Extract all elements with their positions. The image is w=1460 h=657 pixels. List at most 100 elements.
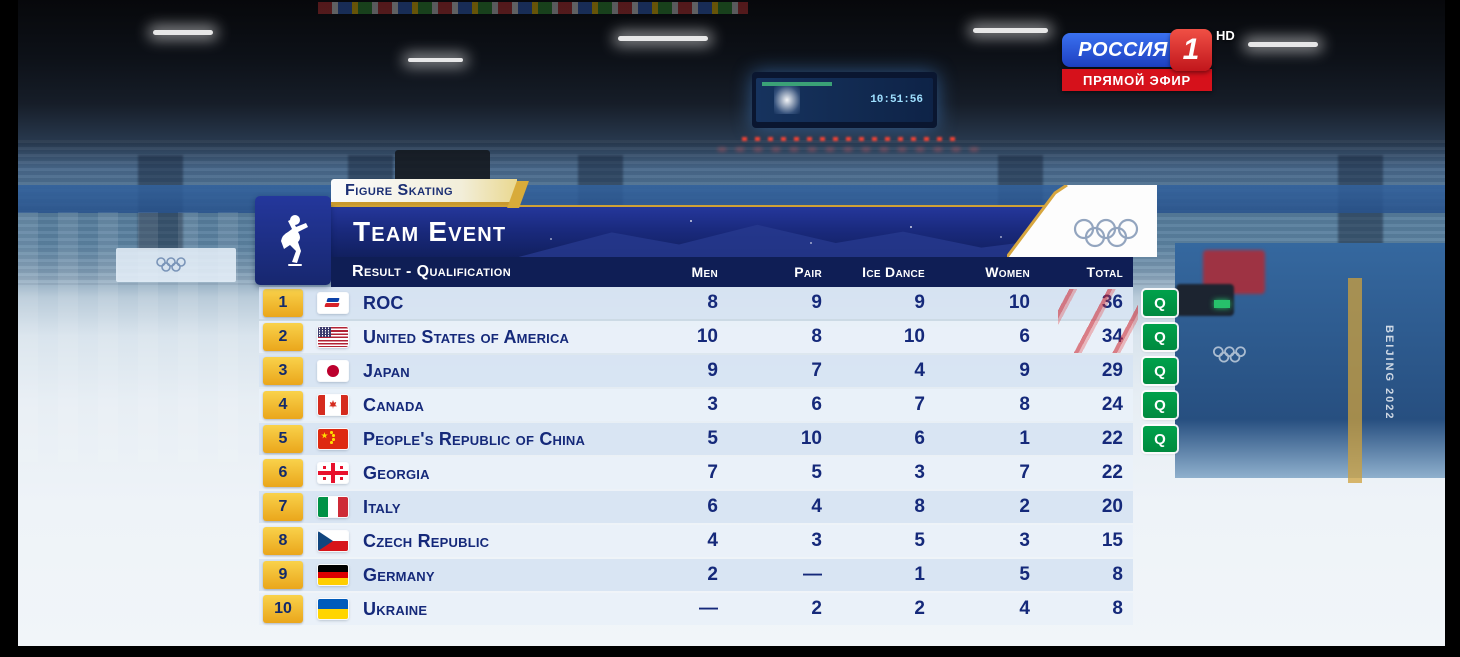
- score-women: 5: [1019, 564, 1030, 585]
- flag-usa-icon: [311, 327, 355, 347]
- score-total: 22: [1101, 428, 1123, 449]
- exit-sign: [1214, 300, 1230, 308]
- live-badge: ПРЯМОЙ ЭФИР: [1062, 69, 1212, 91]
- left-boards-panel: [116, 248, 236, 282]
- column-ice-dance: Ice Dance: [862, 264, 925, 280]
- letterbox-left: [0, 0, 18, 657]
- rank-badge: 5: [263, 425, 303, 453]
- table-row: 1 ROC 8 9 9 10 36 Q: [259, 287, 1177, 319]
- country-name: Italy: [363, 496, 401, 517]
- score-men: 2: [707, 564, 718, 585]
- flag-china-icon: [311, 429, 355, 449]
- qualified-badge: Q: [1143, 392, 1177, 418]
- rank-badge: 10: [263, 595, 303, 623]
- ceiling-light: [973, 28, 1048, 33]
- score-total: 36: [1101, 292, 1123, 313]
- country-name: Ukraine: [363, 598, 428, 619]
- score-ice-dance: 9: [914, 292, 925, 313]
- score-ice-dance: 3: [914, 462, 925, 483]
- rank-badge: 1: [263, 289, 303, 317]
- flag-germany-icon: [311, 565, 355, 585]
- olympic-rings-icon: [1210, 345, 1260, 370]
- country-name: Japan: [363, 360, 410, 381]
- flag-italy-icon: [311, 497, 355, 517]
- flag-ukraine-icon: [311, 599, 355, 619]
- arena-branding-text: BEIJING 2022: [1383, 325, 1395, 421]
- live-badge-label: ПРЯМОЙ ЭФИР: [1083, 72, 1191, 88]
- qualified-badge: Q: [1143, 358, 1177, 384]
- arena-video: 10:51:56 BE: [18, 0, 1445, 646]
- score-men: 3: [707, 394, 718, 415]
- country-name: United States of America: [363, 326, 570, 347]
- rank-badge: 8: [263, 527, 303, 555]
- score-women: 6: [1019, 326, 1030, 347]
- gold-pillar: [1348, 278, 1362, 483]
- score-men: 8: [707, 292, 718, 313]
- score-pair: 6: [811, 394, 822, 415]
- rank-badge: 2: [263, 323, 303, 351]
- letterbox-right: [1445, 0, 1460, 657]
- rank-badge: 3: [263, 357, 303, 385]
- score-ice-dance: 6: [914, 428, 925, 449]
- flag-czech-republic-icon: [311, 531, 355, 551]
- score-pair: 9: [811, 292, 822, 313]
- rank-badge: 4: [263, 391, 303, 419]
- score-men: —: [699, 598, 718, 619]
- score-ice-dance: 5: [914, 530, 925, 551]
- score-pair: 7: [811, 360, 822, 381]
- mountain-rings-graphic: [1005, 183, 1157, 258]
- ceiling-light: [408, 58, 463, 62]
- rank-badge: 9: [263, 561, 303, 589]
- ceiling-light: [153, 30, 213, 35]
- scoreboard-skater-image: [774, 86, 800, 114]
- hd-badge: HD: [1216, 28, 1235, 43]
- score-total: 34: [1101, 326, 1123, 347]
- score-women: 2: [1019, 496, 1030, 517]
- result-subtitle: Result - Qualification: [352, 263, 512, 280]
- column-women: Women: [985, 264, 1030, 280]
- score-ice-dance: 10: [903, 326, 925, 347]
- table-row: 8 Czech Republic 4 3 5 3 15: [259, 525, 1133, 557]
- score-women: 3: [1019, 530, 1030, 551]
- table-row: 3 Japan 9 7 4 9 29 Q: [259, 355, 1177, 387]
- score-pair: 4: [811, 496, 822, 517]
- flag-canada-icon: [311, 395, 355, 415]
- country-name: People's Republic of China: [363, 428, 586, 449]
- channel-logo: РОССИЯ: [1062, 33, 1184, 67]
- sport-label: Figure Skating: [345, 181, 454, 199]
- score-pair: 8: [811, 326, 822, 347]
- score-men: 9: [707, 360, 718, 381]
- country-name: Germany: [363, 564, 435, 585]
- channel-number: 1: [1182, 33, 1200, 66]
- qualified-badge: Q: [1143, 324, 1177, 350]
- score-men: 6: [707, 496, 718, 517]
- score-total: 20: [1101, 496, 1123, 517]
- event-title: Team Event: [353, 216, 507, 247]
- score-pair: —: [803, 564, 822, 585]
- red-lights-glow: [718, 148, 978, 151]
- table-row: 10 Ukraine — 2 2 4 8: [259, 593, 1133, 625]
- country-name: Georgia: [363, 462, 430, 483]
- score-total: 24: [1101, 394, 1123, 415]
- table-row: 4 Canada 3 6 7 8 24 Q: [259, 389, 1177, 421]
- score-pair: 3: [811, 530, 822, 551]
- table-row: 6 Georgia 7 5 3 7 22: [259, 457, 1133, 489]
- score-ice-dance: 7: [914, 394, 925, 415]
- table-row: 2 United States of America 10 8 10 6 34 …: [259, 321, 1177, 353]
- olympic-rings-icon: [156, 257, 186, 272]
- score-ice-dance: 1: [914, 564, 925, 585]
- table-header: Result - Qualification Men Pair Ice Danc…: [331, 257, 1133, 287]
- table-row: 7 Italy 6 4 8 2 20: [259, 491, 1133, 523]
- olympic-rings-icon: [1073, 218, 1139, 248]
- qualified-badge: Q: [1143, 290, 1177, 316]
- score-men: 5: [707, 428, 718, 449]
- score-women: 4: [1019, 598, 1030, 619]
- score-total: 22: [1101, 462, 1123, 483]
- score-pair: 2: [811, 598, 822, 619]
- flag-roc-icon: [311, 293, 355, 313]
- column-pair: Pair: [794, 264, 822, 280]
- rank-badge: 6: [263, 459, 303, 487]
- sport-tab: Figure Skating: [331, 179, 517, 205]
- arena-scoreboard: 10:51:56: [752, 72, 937, 128]
